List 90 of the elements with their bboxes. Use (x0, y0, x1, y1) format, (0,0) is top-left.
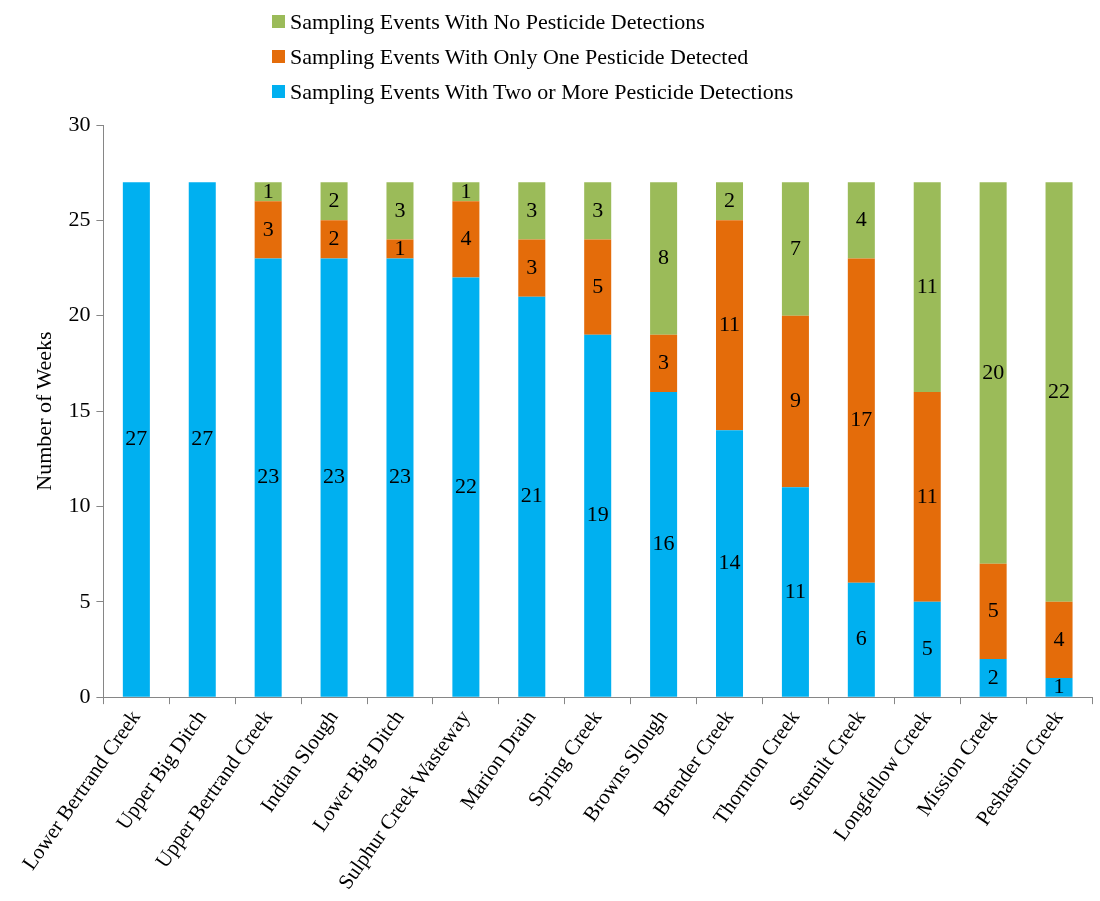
bar (781, 487, 809, 697)
bar (386, 258, 414, 697)
bar (386, 182, 414, 240)
bar (584, 239, 612, 335)
data-label: 4 (855, 206, 867, 232)
bar (584, 182, 612, 240)
bar (979, 563, 1007, 659)
bar (650, 334, 678, 392)
data-label: 22 (1048, 377, 1071, 403)
data-label: 8 (658, 244, 670, 270)
data-label: 5 (592, 272, 604, 298)
data-label: 5 (987, 597, 999, 623)
data-label: 23 (323, 463, 346, 489)
data-label: 1 (394, 234, 406, 260)
data-label: 2 (328, 187, 340, 213)
data-label: 11 (916, 482, 938, 508)
bar (650, 182, 678, 335)
bar (254, 201, 282, 259)
data-label: 27 (125, 425, 148, 451)
y-axis-title: Number of Weeks (30, 331, 56, 491)
data-label: 3 (658, 349, 670, 375)
bar (518, 239, 546, 297)
bar (1045, 678, 1073, 697)
bar (188, 182, 216, 697)
bar (320, 182, 348, 221)
y-tick-label: 15 (68, 396, 91, 422)
bar (781, 182, 809, 316)
data-label: 1 (460, 177, 472, 203)
bar (913, 182, 941, 392)
data-label: 23 (257, 463, 280, 489)
bar (320, 220, 348, 259)
y-tick-label: 25 (68, 206, 91, 232)
bar (979, 182, 1007, 564)
y-tick-label: 10 (68, 492, 91, 518)
data-label: 2 (987, 663, 999, 689)
y-tick-label: 20 (68, 301, 91, 327)
bar (518, 182, 546, 240)
data-label: 1 (262, 177, 274, 203)
bar (979, 658, 1007, 697)
data-label: 1 (1053, 673, 1065, 699)
data-label: 3 (394, 196, 406, 222)
bar (254, 258, 282, 697)
data-label: 20 (982, 358, 1005, 384)
bar (1045, 601, 1073, 679)
bar (320, 258, 348, 697)
bar (847, 182, 875, 259)
data-label: 2 (328, 225, 340, 251)
bar (452, 201, 480, 278)
legend-label: Sampling Events With Two or More Pesticide Detections (290, 78, 794, 105)
data-label: 6 (855, 625, 867, 651)
data-label: 11 (784, 577, 807, 603)
data-label: 3 (526, 196, 538, 222)
y-tick-label: 5 (79, 587, 91, 613)
data-label: 17 (850, 406, 873, 432)
data-label: 27 (191, 425, 214, 451)
bar (716, 182, 744, 221)
bar (781, 315, 809, 488)
bar (518, 296, 546, 697)
y-tick-label: 30 (68, 110, 91, 136)
bar (716, 220, 744, 431)
data-label: 22 (454, 472, 477, 498)
bar (913, 601, 941, 697)
data-label: 21 (520, 482, 543, 508)
data-label: 3 (592, 196, 604, 222)
bar (847, 258, 875, 583)
data-label: 9 (789, 387, 801, 413)
data-label: 23 (388, 463, 411, 489)
bar (847, 582, 875, 697)
data-label: 19 (586, 501, 609, 527)
data-label: 4 (1053, 625, 1065, 651)
bar (584, 334, 612, 697)
data-label: 3 (526, 253, 538, 279)
data-label: 11 (916, 272, 938, 298)
bar (913, 391, 941, 602)
data-label: 14 (718, 549, 741, 575)
data-label: 16 (652, 530, 675, 556)
bar (452, 277, 480, 697)
data-label: 11 (718, 311, 741, 337)
data-label: 5 (921, 634, 933, 660)
y-tick-label: 0 (79, 682, 91, 708)
bar (650, 391, 678, 697)
bar (122, 182, 150, 697)
legend-label: Sampling Events With Only One Pesticide Detected (290, 43, 749, 70)
data-label: 2 (724, 187, 736, 213)
bar (1045, 182, 1073, 602)
legend-label: Sampling Events With No Pesticide Detections (290, 8, 705, 35)
data-label: 3 (262, 215, 274, 241)
data-label: 7 (789, 234, 801, 260)
bar (716, 430, 744, 697)
data-label: 4 (460, 225, 472, 251)
